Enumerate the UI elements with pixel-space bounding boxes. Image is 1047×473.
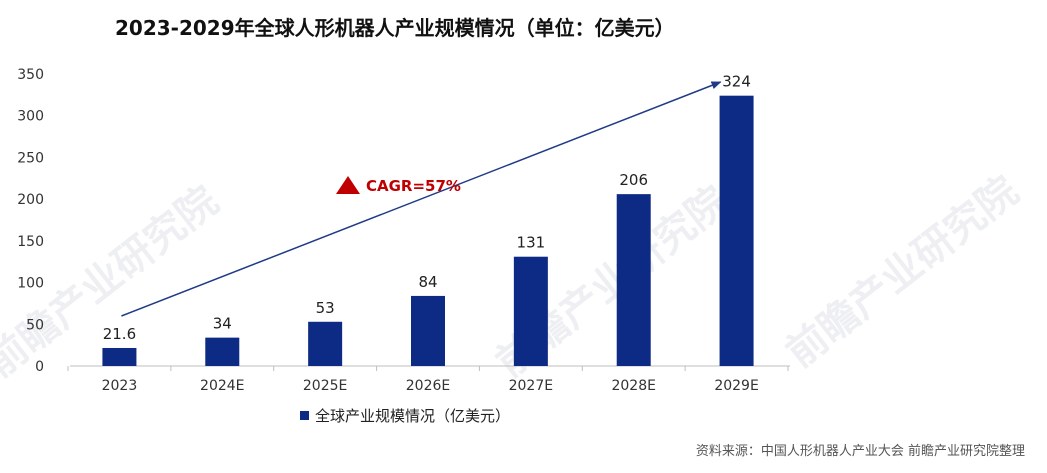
y-tick-label: 300 xyxy=(17,109,44,125)
data-labels: 21.6 34 53 84 131 206 324 xyxy=(103,73,751,343)
cagr-label: CAGR=57% xyxy=(366,177,461,195)
y-axis: 0 50 100 150 200 250 300 350 xyxy=(17,67,44,375)
data-label: 84 xyxy=(418,273,437,291)
x-axis: 2023 2024E 2025E 2026E 2027E 2028E 2029E xyxy=(67,365,790,394)
bar xyxy=(616,194,651,366)
y-tick-label: 0 xyxy=(35,359,44,375)
data-label: 34 xyxy=(213,315,232,333)
x-tick-label: 2025E xyxy=(303,378,347,394)
bar xyxy=(513,256,548,366)
legend-swatch xyxy=(300,411,309,420)
legend: 全球产业规模情况（亿美元） xyxy=(300,405,510,426)
source-note: 资料来源：中国人形机器人产业大会 前瞻产业研究院整理 xyxy=(695,444,1025,459)
data-label: 131 xyxy=(517,234,546,252)
data-label: 324 xyxy=(722,73,751,91)
cagr-trend: CAGR=57% xyxy=(121,81,722,317)
chart-title: 2023-2029年全球人形机器人产业规模情况（单位：亿美元） xyxy=(115,16,675,40)
y-tick-label: 50 xyxy=(26,317,44,333)
bar xyxy=(719,95,754,366)
trend-arrow xyxy=(121,81,722,317)
x-tick-label: 2028E xyxy=(611,378,655,394)
y-tick-label: 350 xyxy=(17,67,44,83)
y-tick-label: 150 xyxy=(17,234,44,250)
bar-series xyxy=(102,95,754,366)
y-tick-label: 250 xyxy=(17,150,44,166)
x-tick-label: 2023 xyxy=(102,378,138,394)
cagr-triangle-icon xyxy=(336,176,360,194)
data-label: 206 xyxy=(619,171,648,189)
bar xyxy=(411,295,445,366)
legend-label: 全球产业规模情况（亿美元） xyxy=(315,407,511,425)
y-tick-label: 100 xyxy=(17,276,44,292)
y-tick-label: 200 xyxy=(17,192,44,208)
data-label: 53 xyxy=(316,299,335,317)
x-tick-label: 2024E xyxy=(200,378,244,394)
x-tick-label: 2029E xyxy=(714,378,758,394)
bar xyxy=(308,321,343,366)
bar xyxy=(205,337,240,366)
x-tick-label: 2027E xyxy=(509,378,553,394)
bar xyxy=(102,347,137,366)
data-label: 21.6 xyxy=(103,325,136,343)
x-tick-label: 2026E xyxy=(406,378,450,394)
